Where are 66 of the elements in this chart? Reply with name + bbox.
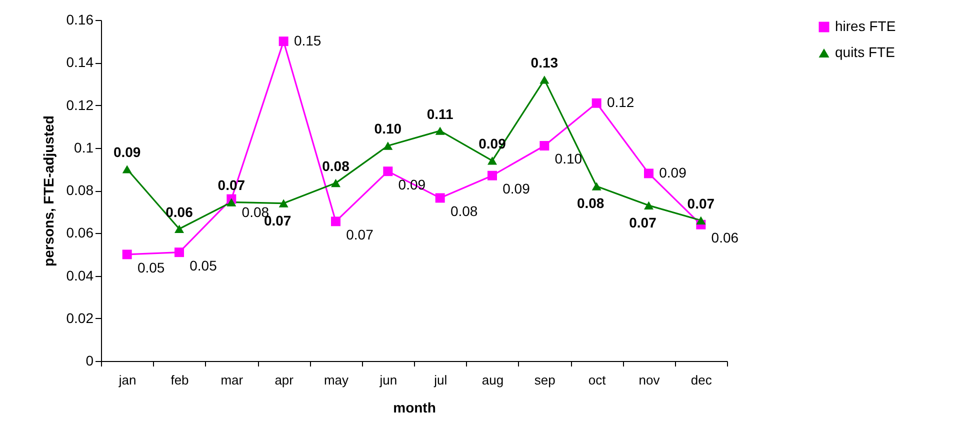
data-label: 0.15 — [294, 32, 322, 48]
data-label: 0.10 — [374, 120, 402, 137]
data-label: 0.09 — [659, 164, 687, 180]
y-tick-label: 0.06 — [66, 224, 94, 241]
point — [331, 178, 340, 188]
point — [278, 36, 288, 46]
point — [122, 165, 132, 174]
y-tick-label: 0.02 — [66, 310, 94, 326]
x-tick-label: oct — [588, 372, 606, 388]
x-tick-label: nov — [638, 372, 660, 388]
data-label: 0.07 — [629, 214, 657, 230]
point — [226, 198, 236, 206]
point — [383, 166, 393, 176]
x-tick-label: dec — [690, 372, 712, 388]
x-axis-title: month — [393, 400, 436, 416]
point — [278, 199, 288, 208]
y-tick-label: 0.1 — [74, 139, 94, 156]
data-label: 0.09 — [113, 144, 141, 160]
data-label: 0.07 — [346, 226, 374, 242]
point — [540, 141, 550, 150]
data-label: 0.08 — [322, 158, 350, 174]
point — [331, 216, 340, 226]
x-tick-label: jun — [378, 372, 398, 388]
x-tick-label: feb — [170, 372, 189, 388]
x-tick-label: aug — [482, 372, 504, 388]
data-label: 0.09 — [502, 180, 530, 197]
data-label: 0.08 — [576, 195, 604, 212]
x-tick-label: mar — [220, 372, 244, 388]
x-tick-label: apr — [274, 372, 294, 388]
data-label: 0.05 — [137, 259, 165, 276]
x-tick-label: sep — [534, 372, 556, 388]
data-label: 0.06 — [166, 204, 194, 220]
point — [696, 216, 706, 224]
data-label: 0.06 — [711, 230, 739, 246]
legend-label: quits FTE — [835, 44, 895, 60]
point — [644, 168, 654, 178]
point — [644, 201, 654, 210]
y-tick-label: 0.12 — [66, 96, 94, 113]
data-label: 0.05 — [190, 257, 218, 274]
point — [174, 224, 184, 233]
data-label: 0.08 — [450, 202, 478, 219]
x-tick-label: jan — [118, 372, 136, 388]
data-label: 0.12 — [606, 94, 634, 110]
data-label: 0.11 — [426, 106, 454, 122]
point — [488, 156, 497, 165]
y-axis-title: persons, FTE-adjusted — [40, 116, 56, 266]
y-tick-label: 0.08 — [66, 182, 94, 198]
y-tick-label: 0.04 — [66, 267, 94, 284]
data-label: 0.07 — [687, 195, 715, 212]
point — [435, 126, 445, 135]
point — [174, 248, 184, 258]
point — [435, 193, 445, 203]
point — [540, 76, 550, 84]
data-label: 0.10 — [554, 150, 582, 167]
y-tick-label: 0.14 — [66, 54, 94, 70]
point — [488, 170, 497, 180]
y-tick-label: 0 — [86, 352, 94, 368]
point — [122, 250, 132, 260]
data-label: 0.13 — [530, 54, 558, 71]
point — [592, 98, 602, 108]
x-tick-label: jul — [433, 372, 448, 388]
legend-label: hires FTE — [835, 18, 896, 34]
y-tick-label: 0.16 — [66, 12, 94, 28]
x-tick-label: may — [324, 372, 350, 388]
point — [383, 142, 393, 150]
point — [592, 182, 602, 190]
